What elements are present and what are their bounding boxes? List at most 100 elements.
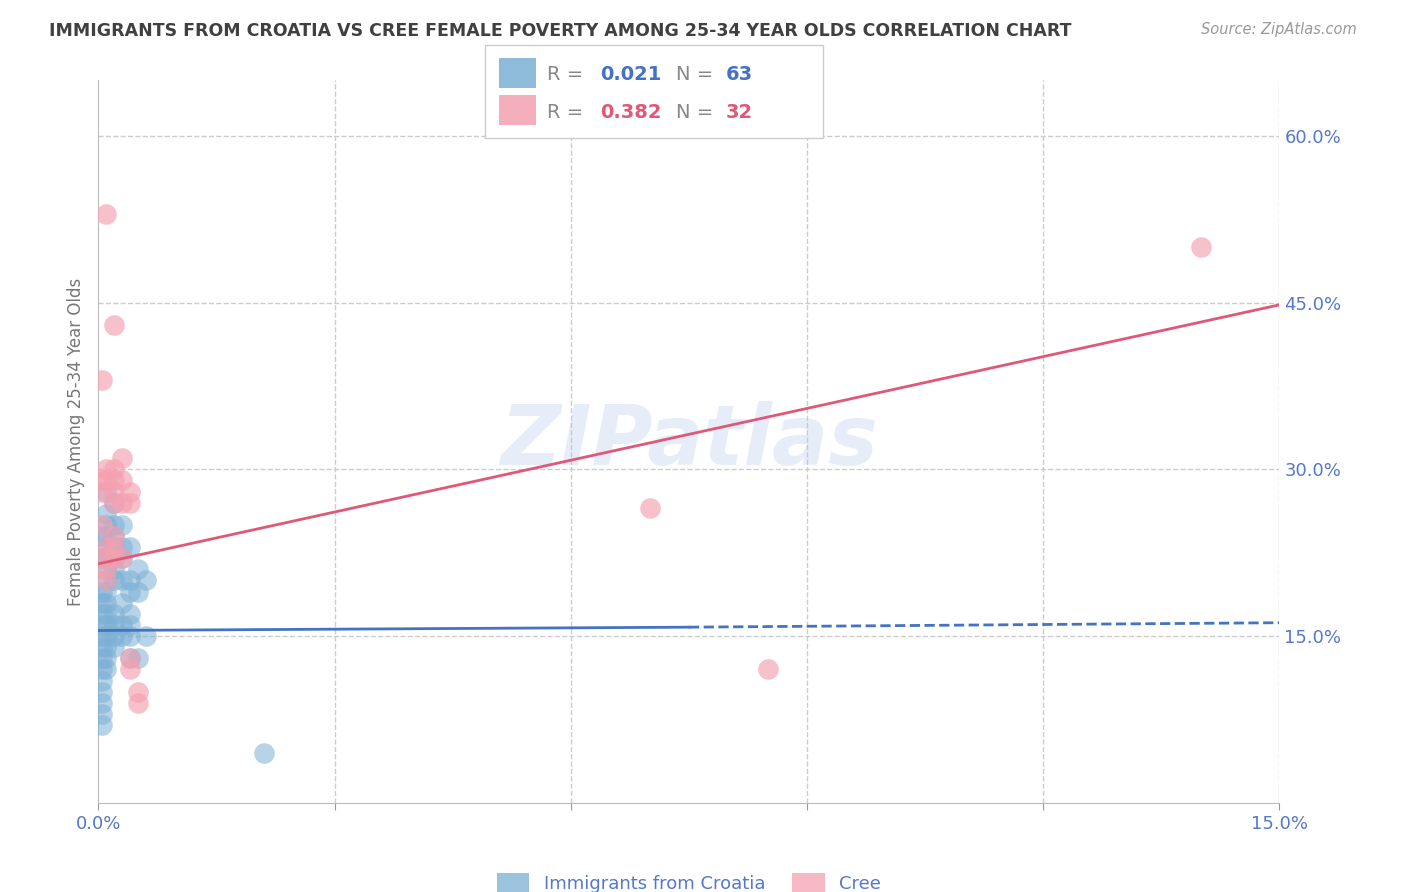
Point (91, 474, 114, 488)
Text: 0.382: 0.382 (600, 103, 662, 121)
Text: 32: 32 (725, 103, 752, 121)
Point (103, 484, 125, 499)
Point (127, 562, 149, 576)
Point (103, 640, 125, 655)
Point (118, 484, 141, 499)
Text: 63: 63 (725, 65, 752, 84)
Point (96, 629, 118, 643)
Text: N =: N = (676, 103, 720, 121)
Point (103, 462, 125, 476)
Point (91, 640, 114, 655)
Point (111, 474, 134, 488)
Point (96, 562, 118, 576)
Text: IMMIGRANTS FROM CROATIA VS CREE FEMALE POVERTY AMONG 25-34 YEAR OLDS CORRELATION: IMMIGRANTS FROM CROATIA VS CREE FEMALE P… (49, 22, 1071, 40)
Point (96, 596, 118, 610)
Point (91, 484, 114, 499)
Point (111, 540, 134, 554)
Point (103, 318, 125, 332)
Point (111, 551, 134, 566)
Point (103, 474, 125, 488)
Point (96, 574, 118, 588)
Point (118, 629, 141, 643)
Point (91, 373, 114, 387)
Point (118, 540, 141, 554)
Point (127, 651, 149, 665)
Point (103, 496, 125, 510)
Point (103, 551, 125, 566)
Point (91, 517, 114, 532)
Text: 0.021: 0.021 (600, 65, 662, 84)
Point (91, 584, 114, 599)
Point (103, 540, 125, 554)
Point (96, 529, 118, 543)
Point (103, 540, 125, 554)
Point (96, 551, 118, 566)
Point (91, 718, 114, 732)
Point (91, 607, 114, 621)
Point (118, 496, 141, 510)
Point (103, 529, 125, 543)
Point (96, 540, 118, 554)
Point (96, 551, 118, 566)
Point (96, 574, 118, 588)
Point (103, 517, 125, 532)
Point (91, 551, 114, 566)
Y-axis label: Female Poverty Among 25-34 Year Olds: Female Poverty Among 25-34 Year Olds (66, 277, 84, 606)
Point (96, 507, 118, 521)
Text: ZIPatlas: ZIPatlas (501, 401, 877, 482)
Point (91, 651, 114, 665)
Point (111, 496, 134, 510)
Text: R =: R = (547, 65, 589, 84)
Legend: Immigrants from Croatia, Cree: Immigrants from Croatia, Cree (489, 866, 889, 892)
Point (118, 618, 141, 632)
Point (111, 451, 134, 466)
Point (118, 584, 141, 599)
Point (91, 662, 114, 676)
Point (91, 596, 114, 610)
Point (91, 618, 114, 632)
Point (96, 474, 118, 488)
Point (111, 629, 134, 643)
Point (135, 629, 157, 643)
Point (91, 529, 114, 543)
Point (111, 618, 134, 632)
Point (96, 484, 118, 499)
Point (96, 662, 118, 676)
Text: R =: R = (547, 103, 589, 121)
Point (118, 651, 141, 665)
Point (96, 562, 118, 576)
Point (103, 496, 125, 510)
Point (135, 574, 157, 588)
Point (91, 629, 114, 643)
Point (1189, 240, 1212, 254)
Point (253, 746, 276, 760)
Point (111, 551, 134, 566)
Point (127, 696, 149, 710)
Point (96, 651, 118, 665)
Point (103, 529, 125, 543)
Point (91, 696, 114, 710)
Point (103, 562, 125, 576)
Point (127, 584, 149, 599)
Point (103, 607, 125, 621)
Point (96, 517, 118, 532)
Point (118, 651, 141, 665)
Point (96, 607, 118, 621)
Point (103, 551, 125, 566)
Text: Source: ZipAtlas.com: Source: ZipAtlas.com (1201, 22, 1357, 37)
Point (96, 462, 118, 476)
Point (111, 574, 134, 588)
Text: N =: N = (676, 65, 720, 84)
Point (638, 501, 661, 516)
Point (118, 574, 141, 588)
Point (91, 673, 114, 688)
Point (111, 517, 134, 532)
Point (103, 574, 125, 588)
Point (103, 618, 125, 632)
Point (103, 629, 125, 643)
Point (91, 706, 114, 721)
Point (96, 584, 118, 599)
Point (118, 662, 141, 676)
Point (96, 640, 118, 655)
Point (111, 596, 134, 610)
